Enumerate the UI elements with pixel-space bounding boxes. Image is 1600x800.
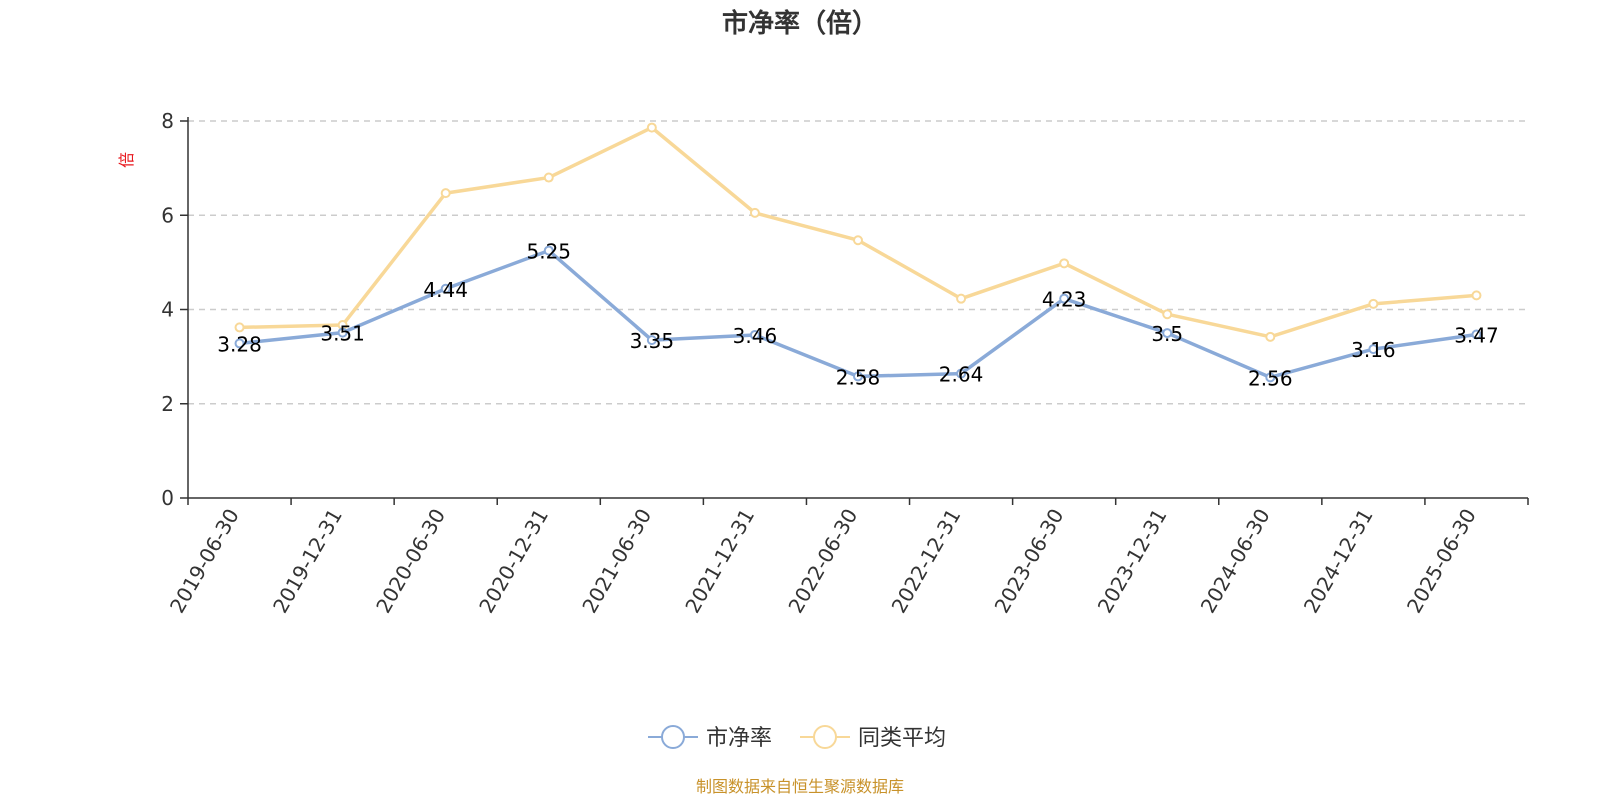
y-axis-label: 倍 (117, 152, 136, 168)
data-point (440, 283, 451, 294)
y-tick-label: 0 (161, 486, 174, 510)
data-point (853, 235, 863, 246)
data-point (440, 188, 451, 199)
data-label: 2.64 (939, 363, 984, 387)
data-point (1368, 344, 1379, 355)
x-tick-label: 2022-12-31 (887, 505, 966, 618)
x-tick-label: 2022-06-30 (783, 505, 862, 618)
data-point (1471, 290, 1482, 301)
y-tick-label: 6 (161, 203, 174, 227)
data-point (749, 207, 760, 218)
legend-marker (813, 725, 837, 749)
legend-label: 市净率 (706, 726, 772, 751)
data-point (749, 329, 760, 340)
x-tick-label: 2023-06-30 (990, 505, 1069, 618)
legend-item[interactable]: 市净率 (648, 725, 772, 751)
data-point (234, 322, 245, 333)
data-label: 2.56 (1248, 366, 1293, 390)
legend[interactable]: 市净率 同类平均 (648, 725, 946, 751)
data-label: 3.47 (1454, 323, 1499, 347)
data-point (956, 293, 967, 304)
x-tick-label: 2019-06-30 (165, 505, 244, 618)
data-label: 3.5 (1151, 322, 1183, 346)
x-tick-label: 2024-12-31 (1299, 505, 1378, 618)
x-tick-label: 2019-12-31 (268, 505, 347, 618)
x-tick-label: 2025-06-30 (1402, 505, 1481, 618)
data-label: 3.35 (630, 329, 675, 353)
data-label: 3.46 (733, 324, 778, 348)
data-point (337, 327, 348, 338)
data-label: 3.51 (320, 322, 365, 346)
data-label: 4.44 (423, 278, 468, 302)
y-tick-label: 8 (161, 109, 174, 133)
source-note: 制图数据来自恒生聚源数据库 (696, 777, 904, 796)
data-point (543, 245, 554, 256)
data-point (1265, 372, 1276, 383)
data-point (1368, 298, 1379, 309)
series-line-1 (239, 125, 1477, 339)
data-point (1471, 329, 1482, 340)
data-point (1162, 328, 1173, 339)
series-lines (234, 122, 1482, 383)
y-tick-label: 4 (161, 298, 174, 322)
data-label: 5.25 (527, 240, 572, 264)
chart-title: 市净率（倍） (722, 8, 878, 39)
data-point (853, 371, 863, 382)
legend-label: 同类平均 (858, 726, 946, 751)
legend-marker (661, 725, 685, 749)
data-label: 4.23 (1042, 288, 1087, 312)
x-tick-label: 2020-12-31 (474, 505, 553, 618)
x-tick-label: 2021-06-30 (577, 505, 656, 618)
data-label: 3.28 (217, 332, 262, 356)
x-tick-label: 2021-12-31 (680, 505, 759, 618)
data-point (646, 122, 657, 133)
x-tick-label: 2023-12-31 (1093, 505, 1172, 618)
data-point (543, 172, 554, 183)
data-point (1162, 309, 1173, 320)
y-tick-label: 2 (161, 392, 174, 416)
data-point (234, 338, 245, 349)
data-label: 3.16 (1351, 338, 1396, 362)
data-point (1265, 331, 1276, 342)
data-labels: 3.28 3.51 4.44 5.25 3.35 3.46 2.58 2.64 4.23 3.5 2… (217, 240, 1498, 391)
series-line-0 (239, 248, 1477, 380)
data-point (1059, 258, 1070, 269)
x-tick-label: 2020-06-30 (371, 505, 450, 618)
data-point (956, 368, 967, 379)
data-point (1059, 293, 1070, 304)
x-tick-label: 2024-06-30 (1196, 505, 1275, 618)
grid-lines (188, 120, 1528, 405)
data-label: 2.58 (836, 365, 881, 389)
data-point (646, 335, 657, 346)
legend-item[interactable]: 同类平均 (800, 725, 946, 751)
